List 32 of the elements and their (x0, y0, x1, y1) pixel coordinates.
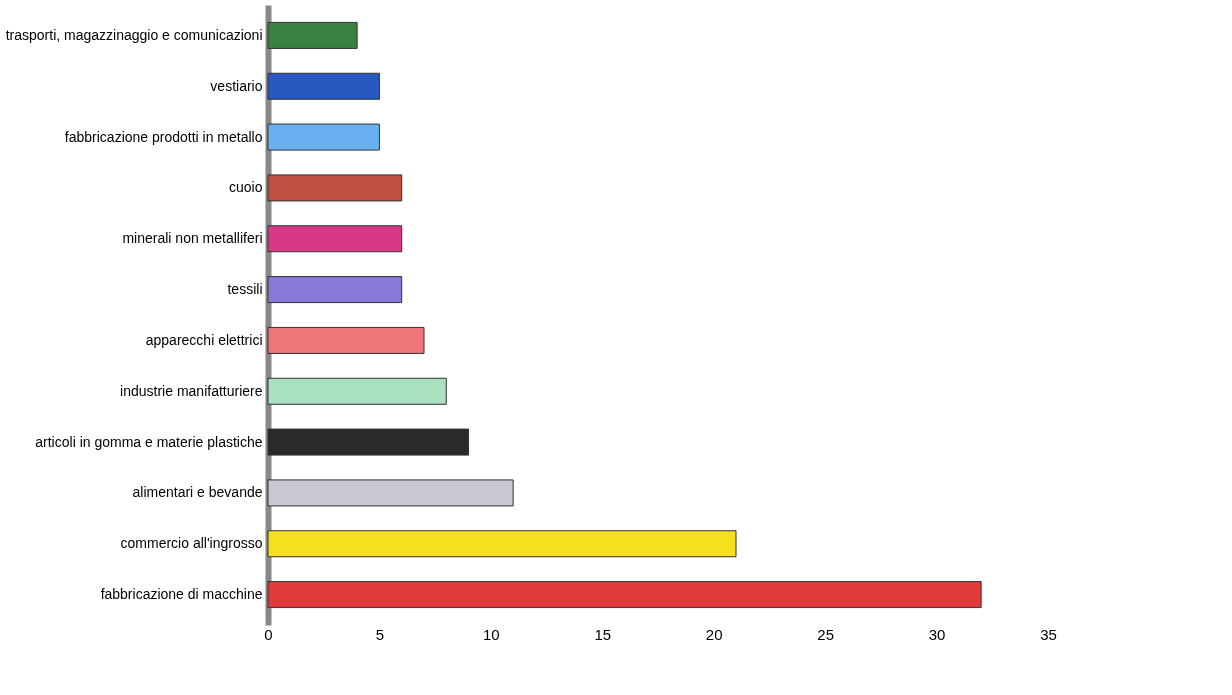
y-tick-label: fabbricazione di macchine (100, 586, 263, 603)
bar (267, 21, 358, 49)
bar (267, 326, 425, 354)
y-tick-label: cuoio (229, 179, 263, 196)
x-tick-label: 20 (705, 625, 723, 643)
x-tick-label: 30 (928, 625, 946, 643)
bar (267, 123, 380, 151)
y-tick-label: alimentari e bevande (132, 484, 263, 501)
bar (267, 276, 403, 304)
x-tick-label: 15 (594, 625, 612, 643)
bar (267, 72, 380, 100)
y-tick-label: vestiario (210, 77, 263, 94)
x-tick-label: 0 (264, 625, 273, 643)
bar (267, 581, 982, 609)
y-tick-label: trasporti, magazzinaggio e comunicazioni (5, 26, 263, 43)
bar (267, 428, 470, 456)
x-tick-label: 25 (817, 625, 834, 643)
x-tick-label: 5 (375, 625, 385, 643)
x-tick-label: 10 (483, 625, 500, 643)
bar (267, 174, 403, 202)
y-tick-label: commercio all'ingrosso (120, 535, 263, 552)
y-tick-label: apparecchi elettrici (145, 331, 263, 348)
y-tick-label: tessili (227, 281, 263, 298)
bar (267, 530, 737, 558)
x-tick-label: 35 (1040, 625, 1057, 643)
y-tick-label: industrie manifatturiere (120, 382, 263, 399)
y-tick-label: minerali non metalliferi (122, 230, 263, 247)
y-tick-label: fabbricazione prodotti in metallo (64, 128, 263, 145)
bar (267, 479, 514, 507)
bar (267, 377, 447, 405)
y-tick-label: articoli in gomma e materie plastiche (35, 433, 263, 450)
bar (267, 225, 403, 253)
